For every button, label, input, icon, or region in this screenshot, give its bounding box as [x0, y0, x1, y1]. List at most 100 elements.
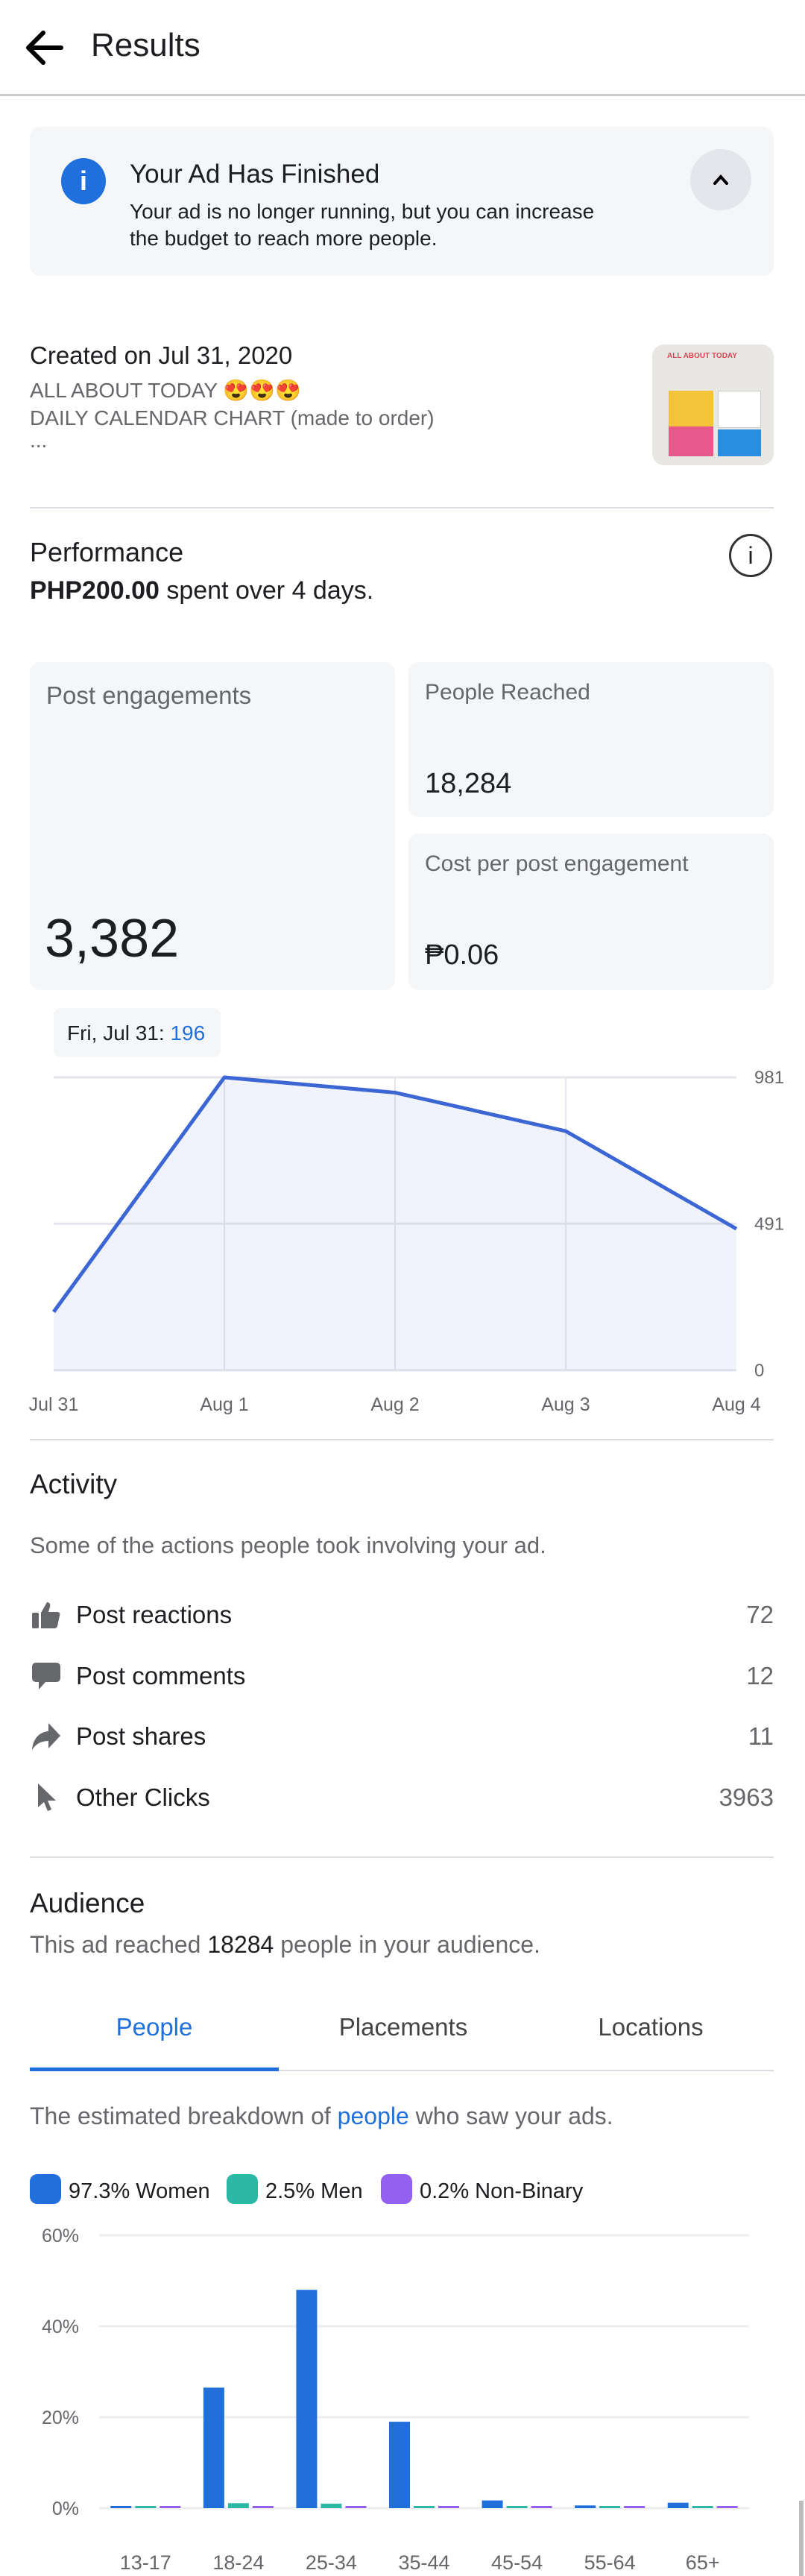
metric-value: ₱0.06 [425, 939, 499, 971]
bar [506, 2506, 528, 2508]
people-link[interactable]: people [337, 2103, 409, 2129]
chart-tooltip: Fri, Jul 31: 196 [54, 1008, 221, 1057]
bar [438, 2506, 459, 2508]
audience-bar-chart: 97.3% Women 2.5% Men 0.2% Non-Binary 0% 20% 4… [30, 2174, 749, 2574]
area-fill [54, 1077, 736, 1370]
description-text: The estimated breakdown of [30, 2103, 338, 2129]
audience-text: This ad reached [30, 1931, 208, 1958]
back-button[interactable] [22, 25, 67, 70]
activity-label: Other Clicks [76, 1783, 210, 1811]
thumbnail-calendar [718, 391, 761, 428]
divider [30, 1439, 774, 1440]
x-tick-label: Aug 3 [541, 1394, 590, 1415]
metric-label: People Reached [425, 680, 590, 705]
post-text-line2: DAILY CALENDAR CHART (made to order) [30, 406, 435, 429]
x-tick-label: Aug 1 [200, 1394, 248, 1415]
bar [389, 2422, 410, 2508]
legend-swatch [381, 2174, 412, 2204]
x-tick-label: 25-34 [306, 2551, 357, 2574]
cursor-icon [30, 1781, 63, 1814]
activity-value: 12 [746, 1662, 774, 1689]
post-engagements-card: Post engagements 3,382 [30, 662, 395, 990]
activity-title: Activity [30, 1469, 118, 1499]
audience-count: 18284 [207, 1931, 274, 1958]
audience-description: The estimated breakdown of people who sa… [30, 2103, 613, 2130]
bar [692, 2506, 713, 2508]
days-count: 4 [291, 576, 306, 605]
legend-label: 97.3% Women [69, 2179, 210, 2203]
activity-row-clicks: Other Clicks 3963 [30, 1775, 774, 1820]
legend-swatch [30, 2174, 61, 2204]
x-tick-label: Jul 31 [29, 1394, 79, 1415]
share-icon [30, 1720, 63, 1753]
legend-swatch [227, 2174, 258, 2204]
bar [716, 2506, 738, 2508]
bar [135, 2506, 157, 2508]
tooltip-label: Fri, Jul 31: [67, 1021, 171, 1045]
bar [227, 2503, 249, 2508]
activity-label: Post comments [76, 1662, 246, 1689]
activity-value: 3963 [719, 1783, 774, 1811]
y-tick-label: 60% [42, 2226, 79, 2246]
spent-text: spent over [159, 576, 292, 605]
x-tick-label: 55-64 [584, 2551, 636, 2574]
thumbnail-panel-pink [669, 426, 713, 456]
bar [321, 2503, 342, 2508]
post-thumbnail[interactable]: ALL ABOUT TODAY [652, 344, 774, 465]
performance-summary: PHP200.00 spent over 4 days. [30, 576, 373, 605]
scrollbar[interactable] [799, 2501, 804, 2576]
divider [30, 1857, 774, 1858]
activity-label: Post shares [76, 1722, 206, 1750]
bar [296, 2290, 318, 2508]
header-divider [0, 94, 805, 96]
collapse-button[interactable] [690, 149, 751, 210]
bar [203, 2387, 224, 2508]
x-tick-label: 65+ [686, 2551, 720, 2574]
tab-locations[interactable]: Locations [598, 2013, 704, 2041]
banner-title: Your Ad Has Finished [130, 160, 380, 189]
cost-per-engagement-card: Cost per post engagement ₱0.06 [408, 834, 774, 990]
post-text-line1: ALL ABOUT TODAY 😍😍😍 [30, 379, 301, 402]
tab-people[interactable]: People [116, 2013, 193, 2041]
metric-label: Cost per post engagement [425, 851, 689, 876]
y-tick-label: 0 [754, 1361, 764, 1381]
chevron-up-icon [713, 174, 728, 185]
thumbs-up-icon [30, 1599, 63, 1631]
activity-value: 72 [746, 1601, 774, 1628]
info-icon: i [61, 158, 106, 204]
x-tick-label: 35-44 [398, 2551, 449, 2574]
metric-value: 18,284 [425, 768, 512, 799]
arrow-left-icon [26, 31, 63, 65]
bar [110, 2506, 132, 2508]
bar [624, 2506, 645, 2508]
tab-placements[interactable]: Placements [338, 2013, 468, 2041]
bar [531, 2506, 552, 2508]
people-reached-card: People Reached 18,284 [408, 662, 774, 817]
legend-label: 0.2% Non-Binary [420, 2179, 584, 2203]
activity-subtitle: Some of the actions people took involvin… [30, 1532, 546, 1558]
comment-icon [30, 1660, 63, 1692]
activity-value: 11 [748, 1722, 774, 1750]
legend-label: 2.5% Men [265, 2179, 363, 2203]
tooltip-value: 196 [170, 1021, 206, 1045]
bar [575, 2505, 596, 2508]
y-tick-label: 0% [52, 2498, 79, 2519]
y-tick-label: 20% [42, 2407, 79, 2428]
y-tick-label: 491 [754, 1214, 784, 1234]
bar [414, 2506, 435, 2508]
audience-text: people in your audience. [274, 1931, 540, 1958]
post-text-ellipsis: ... [30, 429, 48, 452]
activity-row-shares: Post shares 11 [30, 1714, 774, 1759]
x-tick-label: Aug 2 [370, 1394, 419, 1415]
y-tick-label: 981 [754, 1068, 784, 1088]
metric-value: 3,382 [45, 909, 180, 969]
performance-info-button[interactable]: i [729, 534, 772, 577]
x-tick-label: 18-24 [212, 2551, 264, 2574]
engagement-line-chart: 0 491 981 Jul 31 Aug 1 Aug 2 Aug 3 Aug 4 [29, 1068, 784, 1415]
thumbnail-panel-blue [718, 429, 761, 456]
active-tab-indicator [30, 2068, 279, 2071]
created-date: Created on Jul 31, 2020 [30, 341, 293, 369]
ad-finished-banner: i Your Ad Has Finished Your ad is no lon… [30, 127, 774, 276]
banner-body-2: the budget to reach more people. [130, 227, 438, 250]
audience-title: Audience [30, 1888, 145, 1918]
